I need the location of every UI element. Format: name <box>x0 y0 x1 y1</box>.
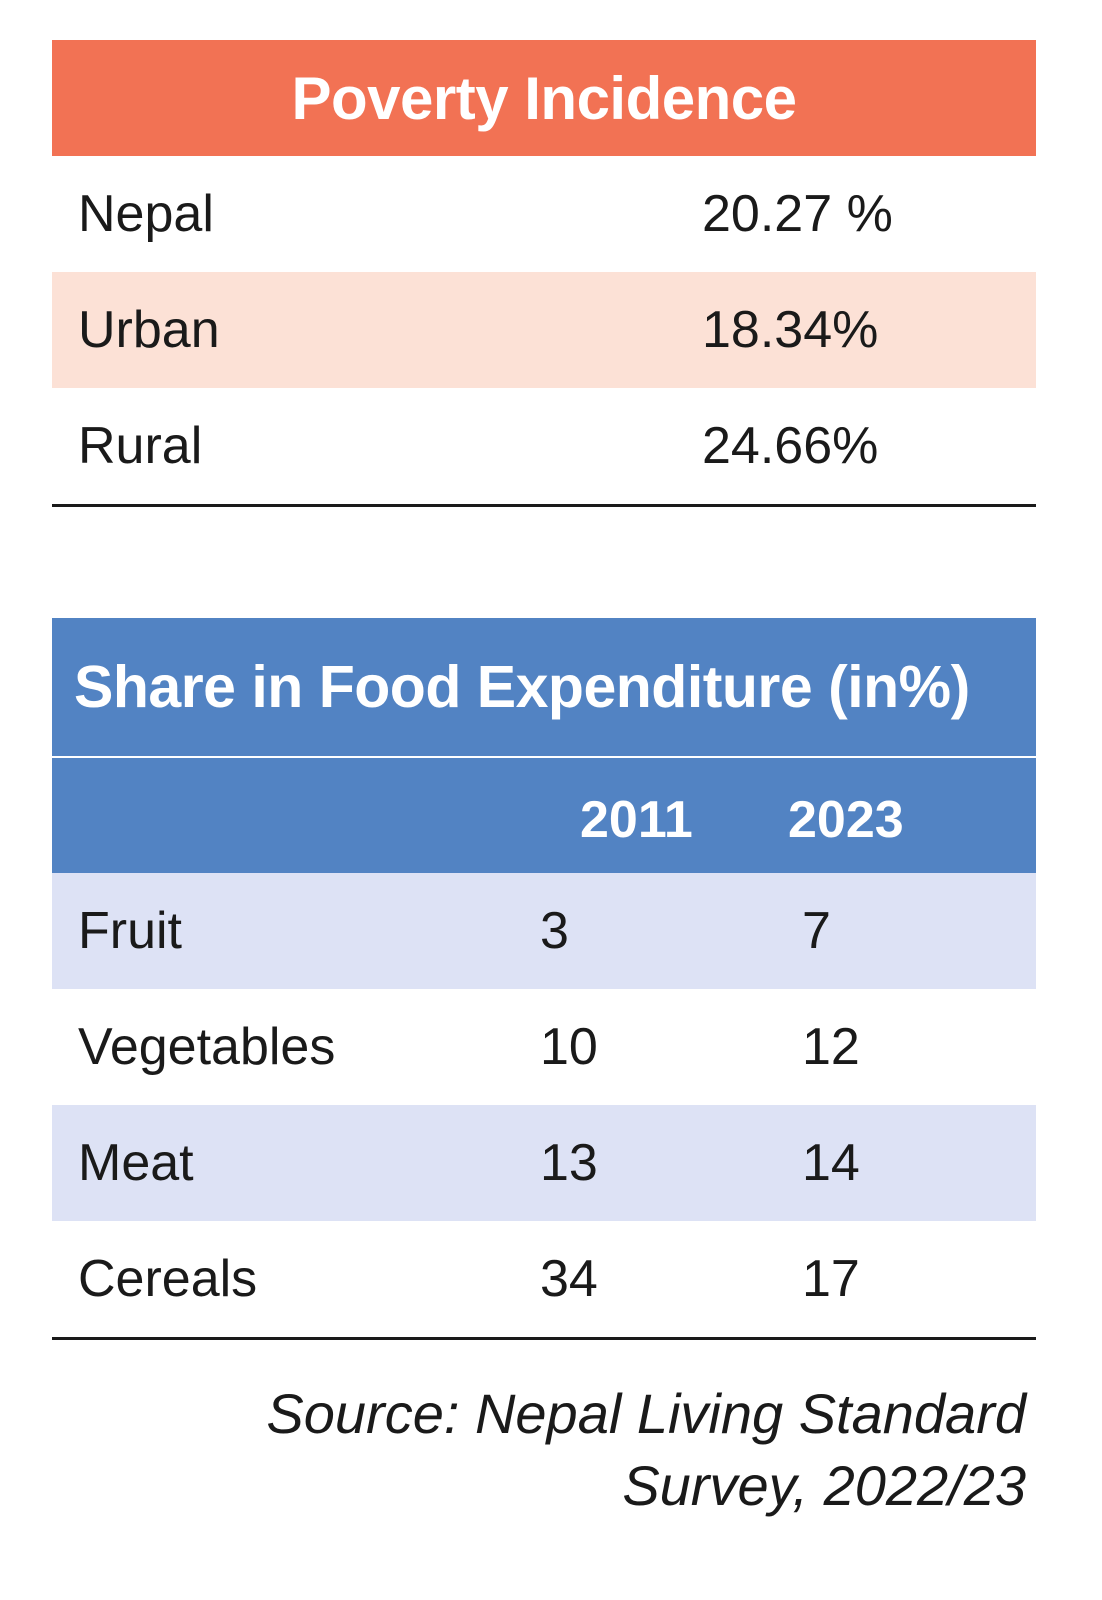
value-2011: 13 <box>540 1134 598 1192</box>
column-header-row: 2011 2023 <box>52 758 1036 873</box>
source-note: Source: Nepal Living Standard Survey, 20… <box>266 1378 1026 1522</box>
table-row: Nepal 20.27 % <box>52 156 1036 272</box>
row-label: Vegetables <box>78 1018 336 1076</box>
table-row: Rural 24.66% <box>52 388 1036 504</box>
poverty-table: Poverty Incidence Nepal 20.27 % Urban 18… <box>52 40 1036 507</box>
value-2023: 7 <box>802 902 831 960</box>
source-line-1: Source: Nepal Living Standard <box>266 1382 1026 1445</box>
food-title: Share in Food Expenditure (in%) <box>52 618 1036 756</box>
source-line-2: Survey, 2022/23 <box>622 1454 1026 1517</box>
row-label: Urban <box>78 301 220 359</box>
value-2011: 10 <box>540 1018 598 1076</box>
column-header-2011: 2011 <box>580 791 693 849</box>
value-2011: 3 <box>540 902 569 960</box>
value-2023: 12 <box>802 1018 860 1076</box>
value-2023: 14 <box>802 1134 860 1192</box>
row-value: 18.34% <box>702 301 879 359</box>
table-row: Meat 13 14 <box>52 1105 1036 1221</box>
table-row: Urban 18.34% <box>52 272 1036 388</box>
table-bottom-rule <box>52 1337 1036 1340</box>
row-label: Cereals <box>78 1250 258 1308</box>
table-row: Cereals 34 17 <box>52 1221 1036 1337</box>
row-value: 20.27 % <box>702 185 893 243</box>
row-label: Fruit <box>78 902 182 960</box>
row-label: Rural <box>78 417 203 475</box>
row-value: 24.66% <box>702 417 879 475</box>
poverty-title: Poverty Incidence <box>52 40 1036 156</box>
value-2011: 34 <box>540 1250 598 1308</box>
table-bottom-rule <box>52 504 1036 507</box>
table-row: Vegetables 10 12 <box>52 989 1036 1105</box>
column-header-2023: 2023 <box>788 791 904 849</box>
row-label: Nepal <box>78 185 214 243</box>
row-label: Meat <box>78 1134 194 1192</box>
table-row: Fruit 3 7 <box>52 873 1036 989</box>
value-2023: 17 <box>802 1250 860 1308</box>
food-expenditure-table: Share in Food Expenditure (in%) 2011 202… <box>52 618 1036 1340</box>
